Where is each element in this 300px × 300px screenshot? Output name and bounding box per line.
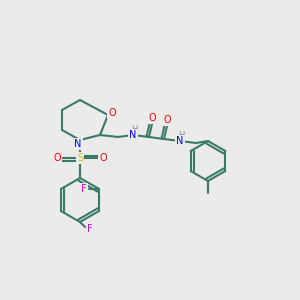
Text: N: N (74, 139, 82, 149)
Text: F: F (81, 184, 87, 194)
Text: O: O (148, 113, 156, 123)
Text: H: H (131, 125, 137, 134)
Text: N: N (129, 130, 137, 140)
Text: O: O (53, 153, 61, 163)
Text: S: S (77, 153, 83, 163)
Text: O: O (163, 115, 171, 125)
Text: F: F (87, 224, 93, 234)
Text: O: O (108, 108, 116, 118)
Text: N: N (176, 136, 184, 146)
Text: H: H (178, 131, 184, 140)
Text: O: O (99, 153, 107, 163)
